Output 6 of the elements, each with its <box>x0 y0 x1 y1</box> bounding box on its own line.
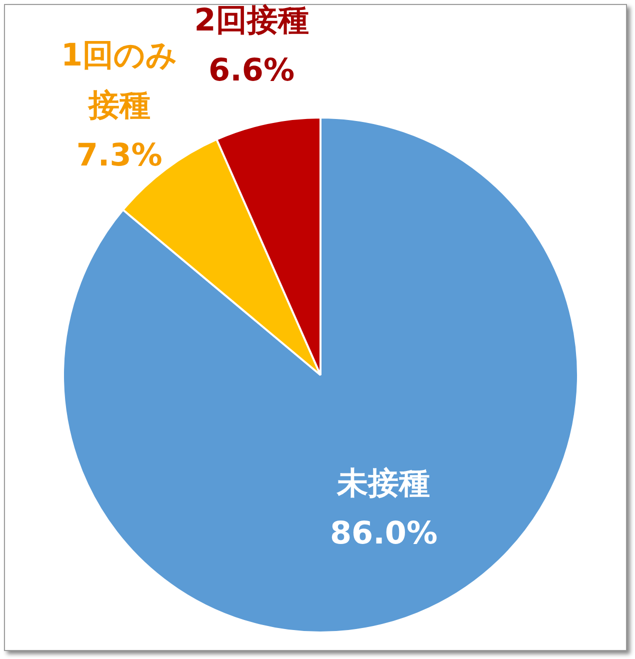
slice-label: 1回のみ接種 <box>61 37 178 124</box>
slice-label: 2回接種 <box>194 2 309 38</box>
data-label: 7.3% <box>76 137 162 174</box>
slice-label: 未接種 <box>336 465 430 502</box>
data-label: 86.0% <box>330 515 438 552</box>
data-label: 6.6% <box>208 52 295 88</box>
